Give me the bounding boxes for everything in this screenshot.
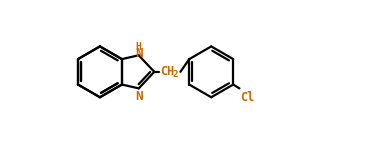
Text: Cl: Cl [240,91,254,104]
Text: CH: CH [160,65,175,78]
Text: N: N [135,47,142,60]
Text: 2: 2 [173,70,178,79]
Text: H: H [136,42,142,52]
Text: N: N [135,90,142,103]
